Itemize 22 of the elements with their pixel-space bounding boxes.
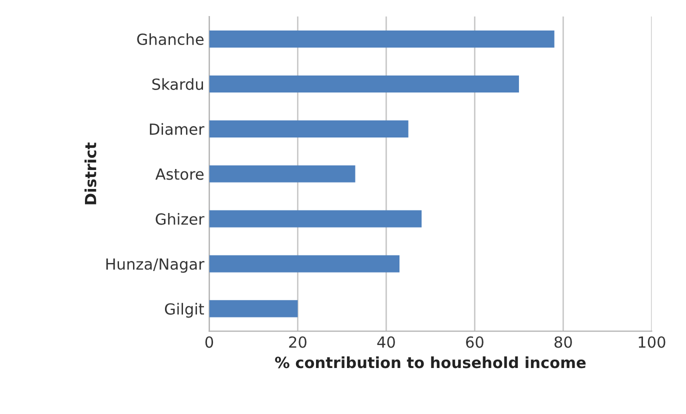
y-tick-label: Skardu bbox=[152, 78, 203, 90]
y-tick-label: Ghanche bbox=[137, 33, 204, 46]
x-axis-title: % contribution to household income bbox=[275, 356, 586, 368]
x-tick-label: 80 bbox=[554, 336, 572, 348]
y-axis-title: District bbox=[84, 142, 96, 204]
bar bbox=[209, 255, 400, 272]
bar bbox=[209, 165, 356, 182]
x-tick-label: 100 bbox=[638, 336, 666, 348]
y-tick-label: Astore bbox=[155, 168, 204, 180]
y-tick-label: Diamer bbox=[150, 123, 204, 135]
x-tick-label: 40 bbox=[377, 336, 395, 348]
x-tick-label: 60 bbox=[466, 336, 484, 348]
bar bbox=[209, 210, 422, 228]
bar bbox=[209, 30, 554, 48]
y-tick-label: Ghizer bbox=[156, 213, 204, 225]
x-tick-label: 20 bbox=[289, 336, 306, 348]
x-tick-label: 0 bbox=[205, 336, 214, 348]
bar bbox=[209, 300, 298, 318]
bar bbox=[209, 120, 408, 138]
y-tick-label: Hunza/Nagar bbox=[106, 258, 204, 273]
bar bbox=[209, 75, 519, 93]
y-tick-label: Gilgit bbox=[164, 302, 204, 318]
